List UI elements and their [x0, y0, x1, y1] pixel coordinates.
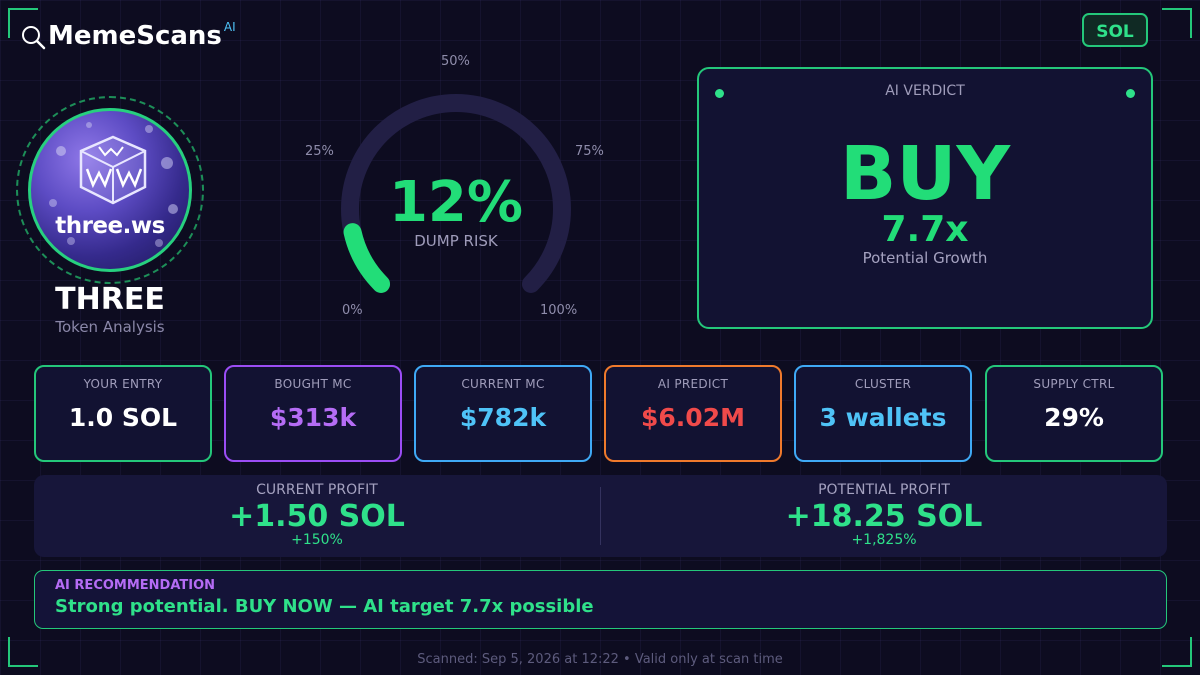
verdict-title: AI VERDICT	[885, 83, 965, 99]
dump-risk-value: 12%	[388, 170, 524, 235]
token-logo: three.ws	[28, 108, 192, 272]
potential-profit-label: POTENTIAL PROFIT	[818, 482, 950, 498]
verdict-multiple: 7.7x	[881, 209, 969, 250]
gauge-tick-75: 75%	[575, 144, 604, 159]
potential-profit: POTENTIAL PROFIT +18.25 SOL +1,825%	[601, 475, 1167, 557]
brand-logo: MemeScans AI	[20, 20, 236, 52]
stat-value: 1.0 SOL	[68, 403, 178, 432]
brand-name: MemeScans	[48, 21, 222, 51]
current-profit-label: CURRENT PROFIT	[256, 482, 378, 498]
stat-value: $6.02M	[641, 403, 745, 432]
verdict-dot-right	[1126, 89, 1135, 98]
magnifier-icon	[22, 26, 46, 50]
stat-label: BOUGHT MC	[274, 377, 352, 391]
frame-corner-bottom-right	[1162, 637, 1192, 667]
current-profit-value: +1.50 SOL	[229, 499, 405, 534]
stat-card-your-entry: YOUR ENTRY 1.0 SOL	[34, 365, 212, 462]
gauge-tick-25: 25%	[305, 144, 334, 159]
recommendation-title: AI RECOMMENDATION	[55, 578, 216, 593]
stat-label: SUPPLY CTRL	[1033, 377, 1115, 391]
verdict-value: BUY	[839, 131, 1011, 217]
stat-label: CURRENT MC	[461, 377, 545, 391]
ai-verdict-card: AI VERDICT BUY 7.7x Potential Growth	[697, 67, 1153, 329]
stat-label: CLUSTER	[854, 377, 912, 391]
gauge-tick-0: 0%	[342, 303, 363, 318]
stat-card-ai-predict: AI PREDICT $6.02M	[604, 365, 782, 462]
recommendation-text: Strong potential. BUY NOW — AI target 7.…	[55, 596, 594, 617]
potential-profit-percent: +1,825%	[851, 532, 917, 548]
profit-divider	[600, 487, 601, 545]
potential-profit-value: +18.25 SOL	[785, 499, 983, 534]
stat-card-bought-mc: BOUGHT MC $313k	[224, 365, 402, 462]
current-profit-percent: +150%	[291, 532, 343, 548]
token-logo-ring	[16, 96, 204, 284]
chain-badge: SOL	[1082, 13, 1148, 47]
stat-card-cluster: CLUSTER 3 wallets	[794, 365, 972, 462]
token-subtitle: Token Analysis	[55, 318, 165, 336]
verdict-dot-left	[715, 89, 724, 98]
token-name: THREE	[55, 282, 165, 317]
frame-corner-top-right	[1162, 8, 1192, 38]
stat-value: $313k	[269, 403, 357, 432]
cube-logo-icon	[49, 122, 178, 247]
stat-value: 3 wallets	[819, 403, 947, 432]
stat-label: YOUR ENTRY	[83, 377, 163, 391]
gauge-tick-50: 50%	[441, 54, 470, 69]
frame-corner-top-left	[8, 8, 38, 38]
dump-risk-label: DUMP RISK	[414, 232, 498, 250]
gauge-tick-100: 100%	[540, 303, 578, 318]
stat-label: AI PREDICT	[657, 377, 729, 391]
profit-panel: CURRENT PROFIT +1.50 SOL +150% POTENTIAL…	[34, 475, 1167, 557]
stat-card-supply-ctrl: SUPPLY CTRL 29%	[985, 365, 1163, 462]
stat-card-current-mc: CURRENT MC $782k	[414, 365, 592, 462]
brand-ai-superscript: AI	[223, 20, 236, 34]
frame-corner-bottom-left	[8, 637, 38, 667]
stat-value: 29%	[1044, 403, 1104, 432]
current-profit: CURRENT PROFIT +1.50 SOL +150%	[34, 475, 600, 557]
verdict-caption: Potential Growth	[862, 249, 988, 267]
scan-footer: Scanned: Sep 5, 2026 at 12:22 • Valid on…	[417, 652, 783, 667]
ai-recommendation-panel: AI RECOMMENDATION Strong potential. BUY …	[34, 570, 1167, 629]
token-logo-text: three.ws	[55, 213, 165, 239]
stat-value: $782k	[459, 403, 547, 432]
